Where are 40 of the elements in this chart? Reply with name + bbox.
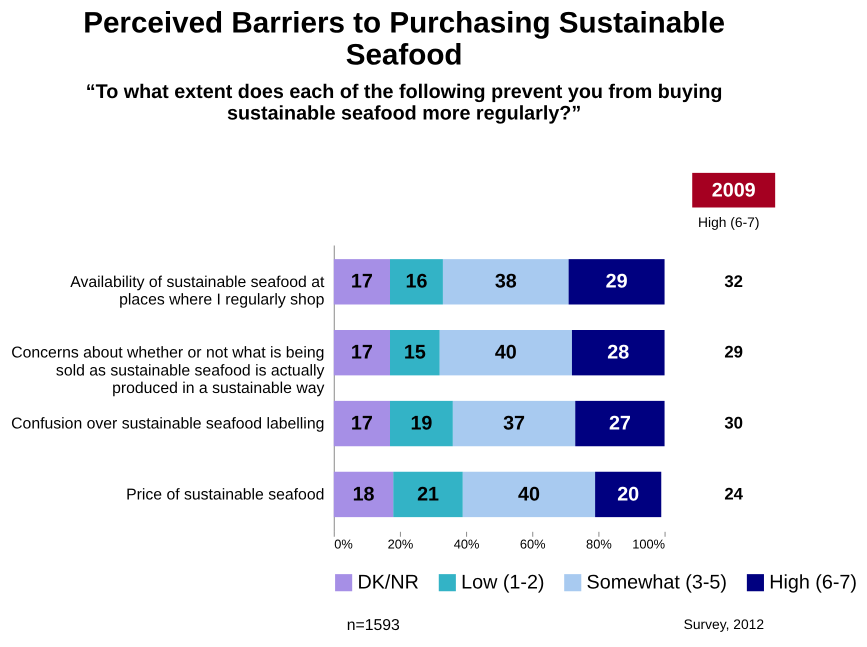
legend-label: Low (1-2) (461, 572, 545, 594)
text: 24 (724, 484, 744, 504)
data-label: 40 (518, 483, 540, 506)
data-label: 19 (410, 412, 432, 435)
x-tick-label: 40% (454, 536, 480, 552)
data-label: 17 (350, 412, 373, 435)
data-label: 28 (607, 342, 630, 364)
legend-label: DK/NR (357, 572, 419, 594)
text: 32 (724, 272, 744, 291)
legend-label: Somewhat (3-5) (586, 572, 727, 594)
data-label: 29 (606, 270, 628, 293)
text: 29 (724, 342, 744, 362)
data-label: 21 (417, 483, 440, 506)
data-label: 16 (405, 270, 428, 293)
text: n=1593 (346, 617, 400, 634)
x-tick-label: 100% (632, 536, 666, 552)
data-label: 40 (494, 342, 517, 364)
legend-label: High (6-7) (769, 572, 857, 594)
data-label: 17 (350, 342, 373, 364)
y-tick-label: Confusion over sustainable seafood labelling (11, 416, 324, 433)
text: High (6-7) (698, 214, 760, 230)
data-label: 18 (352, 483, 375, 506)
chart-title: Perceived Barriers to Purchasing Sustainable Seafood (83, 6, 725, 72)
data-label: 20 (617, 483, 640, 506)
text: 2009 (712, 180, 756, 202)
chart-subtitle: “To what extent does each of the following prevent you from buying sustainable seafood more regularly?” (86, 80, 722, 125)
y-tick-label: Concerns about whether or not what is being sold as sustainable seafood is actually produced in a sustainable way (11, 344, 324, 398)
data-label: 17 (350, 270, 373, 293)
data-label: 37 (503, 412, 526, 435)
x-tick-label: 60% (520, 536, 546, 552)
x-tick-label: 80% (586, 536, 612, 552)
data-label: 38 (494, 270, 517, 293)
data-label: 27 (608, 412, 631, 435)
y-tick-label: Price of sustainable seafood (126, 486, 324, 504)
x-tick-label: 20% (388, 536, 414, 552)
x-tick-label: 0% (334, 536, 353, 552)
data-label: 15 (404, 342, 426, 364)
y-tick-label: Availability of sustainable seafood at places where I regularly shop (70, 274, 325, 309)
text: 30 (724, 414, 744, 433)
text: Survey, 2012 (684, 616, 764, 632)
